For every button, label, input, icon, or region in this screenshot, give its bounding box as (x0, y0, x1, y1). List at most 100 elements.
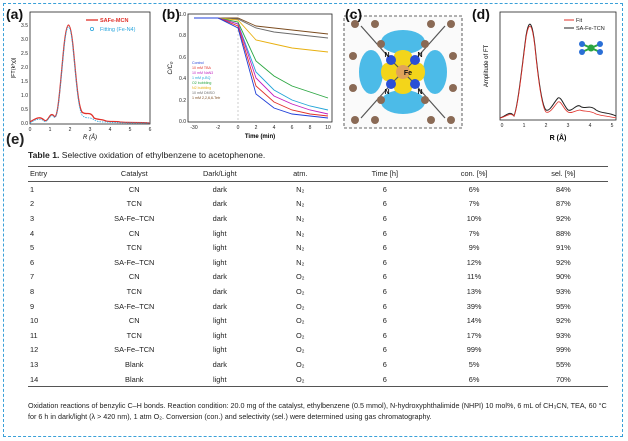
panel-d-xtick: 3 (567, 123, 570, 129)
panel-b-ytick: 1.0 (179, 12, 186, 18)
panel-c-fe-atom (396, 65, 410, 79)
cell-time: 6 (382, 330, 387, 340)
cell-time: 6 (382, 243, 387, 253)
cell-conversion: 17% (466, 330, 482, 340)
cell-time: 6 (382, 272, 387, 282)
table-body: 1 CN dark N₂ 6 6% 84% 2 TCN dark N₂ 6 7% 87% 3 SA-Fe–TC… (28, 182, 608, 388)
cell-catalyst: SA-Fe–TCN (114, 301, 155, 311)
table-row: 10 CN light O₂ 6 14% 92% (28, 313, 608, 328)
panel-d-xticks: 0 1 2 3 4 5 (501, 123, 614, 129)
panel-a-yticks: 0.0 0.5 1.0 1.5 2.0 2.5 3.0 3.5 (21, 23, 28, 127)
panel-a-plot: 0.0 0.5 1.0 1.5 2.0 2.5 3.0 3.5 0 1 2 3 … (11, 11, 152, 141)
panel-a-ytick: 1.0 (21, 93, 28, 99)
cell-catalyst: TCN (126, 286, 142, 296)
cell-entry: 11 (30, 330, 38, 340)
table-row: 5 TCN light N₂ 6 9% 91% (28, 240, 608, 255)
panel-b-series (194, 17, 329, 119)
cell-conversion: 10% (466, 213, 482, 223)
cell-entry: 2 (30, 199, 35, 209)
panel-b-ytick: 0.0 (179, 119, 186, 125)
cell-dark-light: dark (212, 184, 227, 194)
panel-b: (b) 0.0 0.2 0.4 0.6 0.8 1.0 -30 -2 0 2 4… (162, 6, 337, 152)
cell-catalyst: SA-Fe–TCN (114, 345, 155, 355)
panel-b-xtick: 8 (309, 125, 312, 131)
cell-dark-light: light (213, 330, 227, 340)
panel-a-xtick: 4 (109, 127, 112, 133)
cell-atm: N₂ (296, 199, 305, 209)
cell-conversion: 12% (466, 257, 482, 267)
cell-catalyst: CN (128, 184, 140, 194)
panel-b-xtick: 0 (237, 125, 240, 131)
cell-catalyst: CN (128, 272, 140, 282)
panel-c-atom-label: Fe (404, 70, 412, 77)
header-dark-light: Dark/Light (179, 166, 261, 182)
cell-selectivity: 55% (555, 359, 571, 369)
cell-catalyst: TCN (126, 330, 142, 340)
panel-d-xtick: 1 (523, 123, 526, 129)
cell-selectivity: 95% (555, 301, 571, 311)
panel-a-ytick: 2.0 (21, 65, 28, 71)
header-conversion: con. [%] (429, 166, 519, 182)
cell-selectivity: 92% (555, 316, 571, 326)
panel-b-legend-item: 10 mM TBA (192, 66, 212, 70)
panel-c-atom-label: N (384, 52, 389, 59)
panel-a-xticks: 0 1 2 3 4 5 6 (29, 127, 152, 133)
cell-time: 6 (382, 286, 387, 296)
panel-a-xtick: 3 (89, 127, 92, 133)
figure-panels: (a) 0.0 0.5 1.0 1.5 2.0 2.5 3.0 3.5 0 1 … (6, 6, 622, 152)
cell-catalyst: TCN (126, 243, 142, 253)
cell-conversion: 6% (429, 371, 519, 388)
panel-a-xtick: 1 (49, 127, 52, 133)
panel-a-xtick: 2 (69, 127, 72, 133)
table-title: Table 1. Selective oxidation of ethylben… (28, 150, 265, 160)
panel-c-letter: (c) (345, 6, 363, 22)
cell-conversion: 5% (468, 359, 480, 369)
cell-dark-light: dark (212, 286, 227, 296)
table-row: 9 SA-Fe–TCN dark O₂ 6 39% 95% (28, 299, 608, 314)
panel-d-xtick: 2 (545, 123, 548, 129)
header-entry: Entry (28, 166, 90, 182)
cell-atm: O₂ (295, 359, 305, 369)
panel-b-xtick: -2 (216, 125, 221, 131)
panel-a-ytick: 0.5 (21, 107, 28, 113)
panel-d-ylabel: Amplitude of FT (484, 44, 490, 87)
cell-entry: 12 (30, 345, 39, 355)
panel-d-xtick: 5 (611, 123, 614, 129)
cell-entry: 10 (30, 316, 39, 326)
panel-c-atom-label: N (384, 89, 389, 96)
cell-catalyst: SA-Fe–TCN (114, 257, 155, 267)
panel-b-xtick: 2 (255, 125, 258, 131)
cell-conversion: 11% (466, 272, 482, 282)
table-title-text: Selective oxidation of ethylbenzene to a… (61, 150, 266, 160)
cell-dark-light: dark (212, 301, 227, 311)
cell-conversion: 7% (468, 228, 480, 238)
cell-time: 6 (382, 316, 387, 326)
panel-e-letter: (e) (6, 131, 25, 148)
panel-c: (c) (341, 6, 467, 152)
panel-b-legend-item: 10 mM DMSO (192, 91, 215, 95)
panel-a-letter: (a) (6, 6, 24, 22)
table-row: 11 TCN light O₂ 6 17% 93% (28, 328, 608, 343)
cell-entry: 14 (28, 371, 90, 388)
panel-b-series-line (194, 17, 329, 99)
cell-entry: 8 (30, 286, 35, 296)
cell-atm: O₂ (295, 286, 305, 296)
cell-dark-light: light (213, 228, 227, 238)
panel-d-legend-data: SA-Fe-TCN (576, 26, 605, 32)
header-time: Time [h] (340, 166, 430, 182)
cell-selectivity: 70% (518, 371, 608, 388)
panel-b-yticks: 0.0 0.2 0.4 0.6 0.8 1.0 (179, 12, 186, 125)
cell-time: 6 (382, 199, 387, 209)
panel-b-legend-item: 1 mM 2,2,6,6-Tetr (192, 96, 221, 100)
cell-entry: 6 (30, 257, 35, 267)
cell-entry: 7 (30, 272, 35, 282)
panel-b-xtick: 10 (325, 125, 331, 131)
panel-b-xtick: 6 (291, 125, 294, 131)
panel-b-xlabel: Time (min) (245, 134, 275, 140)
panel-d-letter: (d) (472, 6, 490, 22)
table-row: 2 TCN dark N₂ 6 7% 87% (28, 197, 608, 212)
cell-dark-light: light (213, 243, 227, 253)
panel-a-ytick: 2.5 (21, 51, 28, 57)
table-header-row: Entry Catalyst Dark/Light atm. Time [h] … (28, 166, 608, 182)
panel-c-atom-label: N (417, 89, 422, 96)
